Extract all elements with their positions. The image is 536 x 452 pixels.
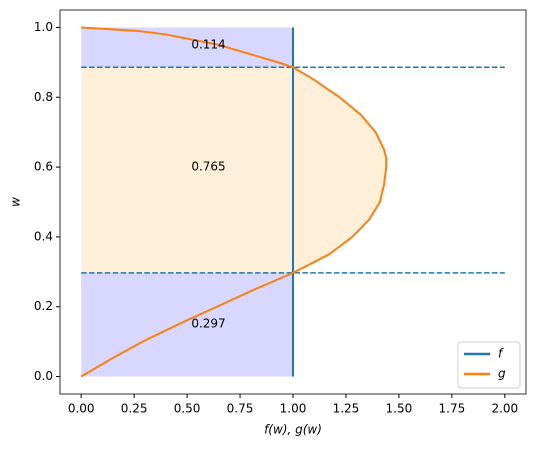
annotation: 0.297 <box>191 317 225 331</box>
x-tick-label: 1.25 <box>333 402 360 416</box>
y-tick-label: 0.4 <box>34 229 53 243</box>
annotation: 0.114 <box>191 37 225 51</box>
legend-box <box>457 341 521 389</box>
legend-label: f <box>498 347 504 361</box>
y-tick-label: 0.6 <box>34 160 53 174</box>
x-tick-label: 0.00 <box>68 402 95 416</box>
fill-region <box>81 272 293 377</box>
y-tick-label: 0.2 <box>34 299 53 313</box>
x-tick-label: 2.00 <box>491 402 518 416</box>
y-axis-label: w <box>9 197 23 207</box>
y-tick-label: 1.0 <box>34 20 53 34</box>
x-tick-label: 0.25 <box>121 402 148 416</box>
x-tick-label: 0.50 <box>174 402 201 416</box>
x-tick-label: 1.75 <box>439 402 466 416</box>
x-tick-label: 0.75 <box>227 402 254 416</box>
annotation: 0.765 <box>191 160 225 174</box>
fill-region <box>81 27 293 68</box>
fill-region <box>81 67 387 273</box>
x-tick-label: 1.50 <box>386 402 413 416</box>
y-tick-label: 0.8 <box>34 90 53 104</box>
legend: fg <box>457 341 521 389</box>
series-line <box>80 26 388 378</box>
legend-label: g <box>498 367 506 381</box>
x-axis-label: f(w), g(w) <box>264 423 322 437</box>
x-tick-label: 1.00 <box>280 402 307 416</box>
y-tick-label: 0.0 <box>34 369 53 383</box>
